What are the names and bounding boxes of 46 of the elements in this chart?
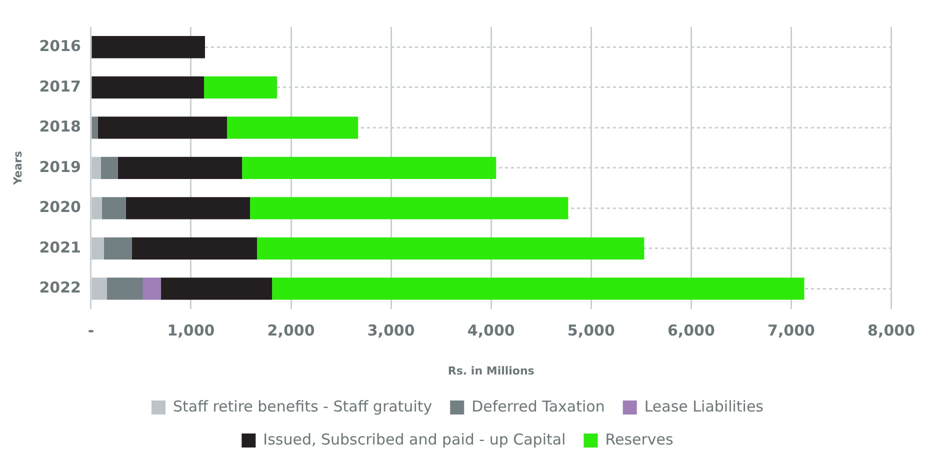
bar <box>92 278 107 300</box>
bar <box>250 197 568 220</box>
bar <box>98 116 228 139</box>
bar <box>272 278 804 300</box>
bar <box>92 116 98 139</box>
bar <box>106 278 143 300</box>
bar <box>104 237 132 260</box>
x-tick-label: - <box>88 322 94 340</box>
x-tick-label: 2,000 <box>267 322 315 340</box>
legend-label: Issued, Subscribed and paid - up Capital <box>263 430 566 448</box>
y-tick-label: 2022 <box>39 278 81 297</box>
y-tick-label: 2016 <box>39 37 81 56</box>
x-axis-title: Rs. in Millions <box>448 364 535 378</box>
x-tick-label: 8,000 <box>868 322 916 340</box>
x-tick-label: 6,000 <box>667 322 715 340</box>
bar <box>204 76 278 98</box>
y-tick-label: 2018 <box>39 118 81 136</box>
bar <box>102 197 126 220</box>
legend-label: Lease Liabilities <box>644 397 764 416</box>
bar <box>126 197 250 220</box>
legend-label: Staff retire benefits - Staff gratuity <box>173 397 432 416</box>
x-tick-label: 5,000 <box>567 322 615 340</box>
bar <box>92 36 205 58</box>
bar <box>100 156 118 179</box>
bar <box>118 156 242 179</box>
bar <box>92 156 101 179</box>
x-tick-label: 1,000 <box>167 322 215 340</box>
bar <box>257 237 644 260</box>
legend-label: Deferred Taxation <box>472 397 605 416</box>
y-tick-label: 2020 <box>39 198 81 216</box>
bar <box>92 197 102 220</box>
x-tick-label: 7,000 <box>768 322 815 340</box>
bar <box>160 278 272 300</box>
bar <box>227 116 358 139</box>
bar <box>242 156 496 179</box>
y-tick-label: 2019 <box>39 158 81 176</box>
legend-label: Reserves <box>605 430 674 448</box>
bar <box>142 278 161 300</box>
x-tick-label: 4,000 <box>467 322 515 340</box>
bar <box>92 76 204 98</box>
x-tick-label: 3,000 <box>367 322 415 340</box>
y-tick-label: 2021 <box>39 238 81 256</box>
y-tick-label: 2017 <box>39 77 81 96</box>
bar <box>92 237 104 260</box>
y-axis-title: Years <box>11 150 24 186</box>
bar <box>132 237 258 260</box>
